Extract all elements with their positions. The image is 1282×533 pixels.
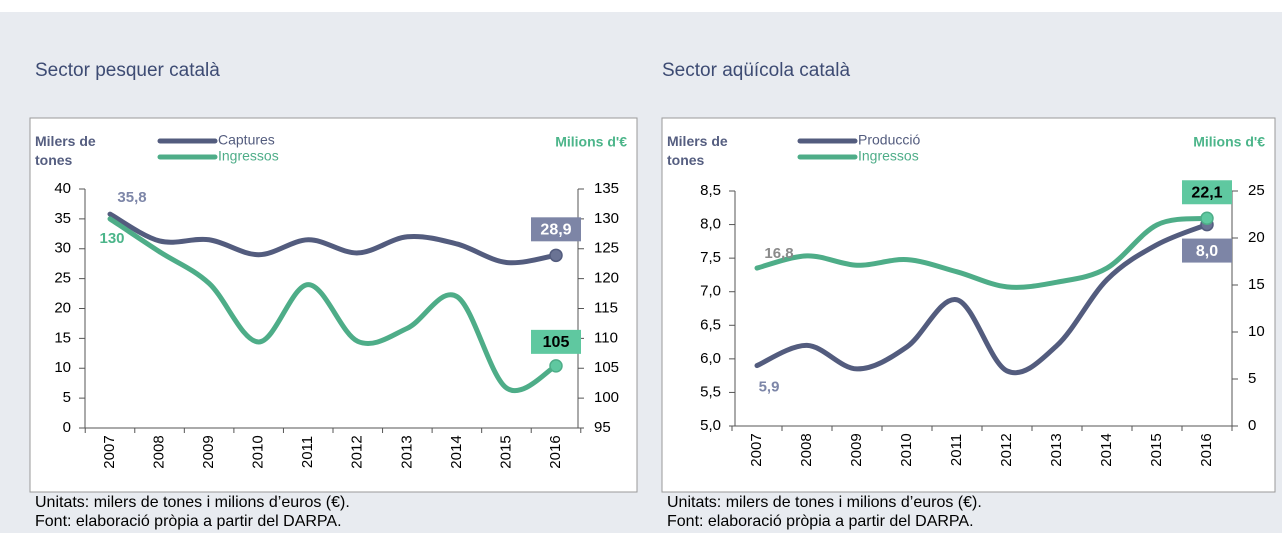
y2-tick-label: 105 <box>594 359 619 376</box>
y-tick-label: 7,0 <box>700 283 721 300</box>
x-tick-label: 2008 <box>151 435 168 468</box>
y2-tick-label: 120 <box>594 270 619 287</box>
y2-tick-label: 5 <box>1248 370 1256 387</box>
series-line <box>107 216 559 393</box>
x-tick-label: 2013 <box>1048 433 1065 466</box>
y2-tick-label: 130 <box>594 210 619 227</box>
value-label: 35,8 <box>117 189 146 206</box>
x-tick-label: 2014 <box>448 435 465 468</box>
value-label: 5,9 <box>759 379 780 396</box>
y2-tick-label: 115 <box>594 299 618 316</box>
y-tick-label: 5,0 <box>700 417 721 434</box>
chart-title: Sector aqüícola català <box>662 60 850 81</box>
y2-tick-label: 95 <box>594 419 611 436</box>
y-tick-label: 5,5 <box>700 383 721 400</box>
chart-frame <box>29 117 638 493</box>
y2-tick-label: 110 <box>594 329 618 346</box>
value-label-box <box>1182 238 1232 263</box>
y-tick-label: 20 <box>54 299 71 316</box>
series-line <box>754 215 1210 290</box>
y2-tick-label: 0 <box>1248 417 1256 434</box>
y2-axis-label: Milions d'€ <box>555 134 627 150</box>
chart-frame <box>661 117 1276 493</box>
y-tick-label: 25 <box>54 270 71 287</box>
x-tick-label: 2007 <box>748 433 765 466</box>
y-tick-label: 7,5 <box>700 249 721 266</box>
y2-axis-label: Milions d'€ <box>1193 134 1265 150</box>
x-tick-label: 2009 <box>200 435 217 468</box>
y-tick-label: 5 <box>63 389 71 406</box>
end-marker <box>1200 211 1214 226</box>
x-tick-label: 2016 <box>1198 433 1215 466</box>
x-tick-label: 2012 <box>349 435 366 468</box>
x-tick-label: 2009 <box>848 433 865 466</box>
value-label: 130 <box>99 230 124 247</box>
x-tick-label: 2015 <box>1148 433 1165 466</box>
end-marker <box>549 359 563 373</box>
x-tick-label: 2011 <box>299 436 316 468</box>
note: Unitats: milers de tones i milions d’eur… <box>35 494 350 511</box>
y-tick-label: 40 <box>54 180 71 197</box>
y-axis-label: Milers de tones <box>35 133 96 168</box>
y2-tick-label: 20 <box>1248 229 1265 246</box>
y2-tick-label: 25 <box>1248 182 1265 199</box>
note: Font: elaboració pròpia a partir del DAR… <box>35 513 342 530</box>
legend-label: Ingressos <box>858 148 919 164</box>
series-line <box>754 222 1210 376</box>
x-tick-label: 2012 <box>998 433 1015 466</box>
x-tick-label: 2014 <box>1098 433 1115 466</box>
legend-label: Producció <box>858 132 920 148</box>
value-label: 8,0 <box>1196 243 1218 260</box>
legend-label: Ingressos <box>218 148 279 164</box>
y2-tick-label: 125 <box>594 240 619 257</box>
x-tick-label: 2007 <box>101 435 118 468</box>
value-label: 105 <box>543 334 570 351</box>
y-tick-label: 15 <box>54 329 71 346</box>
y-tick-label: 8,0 <box>700 216 721 233</box>
y-tick-label: 8,5 <box>700 182 721 199</box>
y-axis-label: Milers de tones <box>667 133 728 168</box>
chart-title: Sector pesquer català <box>35 60 220 81</box>
y-tick-label: 6,0 <box>700 350 721 367</box>
series-line <box>107 211 559 266</box>
y-tick-label: 6,5 <box>700 316 721 333</box>
value-label: 28,9 <box>540 222 571 239</box>
y-tick-label: 10 <box>54 359 71 376</box>
y-tick-label: 0 <box>63 419 71 436</box>
legend-label: Captures <box>218 132 275 148</box>
x-tick-label: 2011 <box>948 434 965 466</box>
note: Unitats: milers de tones i milions d’eur… <box>667 494 982 511</box>
value-label-box <box>531 329 581 354</box>
x-tick-label: 2016 <box>547 435 564 468</box>
y2-tick-label: 10 <box>1248 323 1265 340</box>
value-label-box <box>531 217 581 242</box>
y-tick-label: 35 <box>54 210 71 227</box>
note: Font: elaboració pròpia a partir del DAR… <box>667 513 974 530</box>
x-tick-label: 2010 <box>898 433 915 466</box>
x-tick-label: 2015 <box>497 435 514 468</box>
value-label-box <box>1182 180 1232 205</box>
y-tick-label: 30 <box>54 240 71 257</box>
end-marker <box>549 248 563 263</box>
x-tick-label: 2010 <box>250 435 267 468</box>
y2-tick-label: 135 <box>594 180 619 197</box>
x-tick-label: 2008 <box>798 433 815 466</box>
value-label: 22,1 <box>1191 184 1222 201</box>
value-label: 16,8 <box>764 245 793 262</box>
y2-tick-label: 100 <box>594 389 619 406</box>
x-tick-label: 2013 <box>398 435 415 468</box>
y2-tick-label: 15 <box>1248 276 1265 293</box>
